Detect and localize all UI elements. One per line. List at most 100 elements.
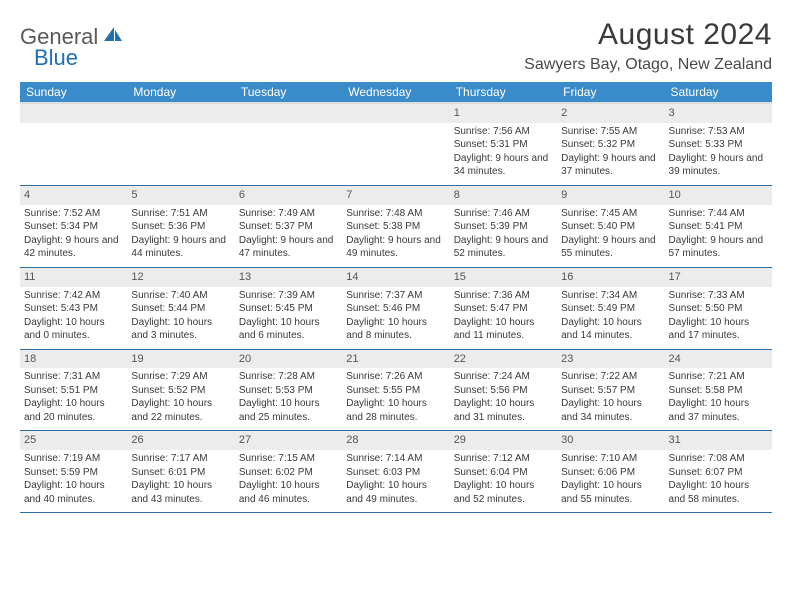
sunset-line: Sunset: 5:50 PM (669, 302, 768, 316)
sunrise-line: Sunrise: 7:24 AM (454, 370, 553, 384)
daylight-line: Daylight: 10 hours and 31 minutes. (454, 397, 553, 424)
day-number: 10 (665, 186, 772, 205)
sunset-line: Sunset: 6:03 PM (346, 466, 445, 480)
sunset-line: Sunset: 5:37 PM (239, 220, 338, 234)
calendar-cell: 18Sunrise: 7:31 AMSunset: 5:51 PMDayligh… (20, 349, 127, 431)
daylight-line: Daylight: 10 hours and 52 minutes. (454, 479, 553, 506)
day-number-empty (20, 104, 127, 123)
daylight-line: Daylight: 9 hours and 55 minutes. (561, 234, 660, 261)
day-number: 25 (20, 431, 127, 450)
weekday-header-row: SundayMondayTuesdayWednesdayThursdayFrid… (20, 82, 772, 103)
daylight-line: Daylight: 10 hours and 6 minutes. (239, 316, 338, 343)
weekday-header: Monday (127, 82, 234, 103)
weekday-header: Wednesday (342, 82, 449, 103)
sunset-line: Sunset: 5:39 PM (454, 220, 553, 234)
sunrise-line: Sunrise: 7:14 AM (346, 452, 445, 466)
day-number: 30 (557, 431, 664, 450)
day-number: 9 (557, 186, 664, 205)
calendar-cell: 27Sunrise: 7:15 AMSunset: 6:02 PMDayligh… (235, 431, 342, 513)
sunset-line: Sunset: 5:43 PM (24, 302, 123, 316)
daylight-line: Daylight: 10 hours and 28 minutes. (346, 397, 445, 424)
sunset-line: Sunset: 5:59 PM (24, 466, 123, 480)
calendar-cell: 2Sunrise: 7:55 AMSunset: 5:32 PMDaylight… (557, 103, 664, 185)
day-number: 17 (665, 268, 772, 287)
day-number: 16 (557, 268, 664, 287)
daylight-line: Daylight: 10 hours and 14 minutes. (561, 316, 660, 343)
daylight-line: Daylight: 10 hours and 25 minutes. (239, 397, 338, 424)
day-number: 26 (127, 431, 234, 450)
daylight-line: Daylight: 10 hours and 0 minutes. (24, 316, 123, 343)
sunset-line: Sunset: 5:52 PM (131, 384, 230, 398)
calendar-row: 25Sunrise: 7:19 AMSunset: 5:59 PMDayligh… (20, 431, 772, 513)
sunrise-line: Sunrise: 7:12 AM (454, 452, 553, 466)
daylight-line: Daylight: 10 hours and 34 minutes. (561, 397, 660, 424)
daylight-line: Daylight: 10 hours and 43 minutes. (131, 479, 230, 506)
calendar-cell: 13Sunrise: 7:39 AMSunset: 5:45 PMDayligh… (235, 267, 342, 349)
day-number: 3 (665, 104, 772, 123)
sunrise-line: Sunrise: 7:44 AM (669, 207, 768, 221)
sunset-line: Sunset: 5:58 PM (669, 384, 768, 398)
day-number: 12 (127, 268, 234, 287)
sunset-line: Sunset: 5:46 PM (346, 302, 445, 316)
daylight-line: Daylight: 9 hours and 44 minutes. (131, 234, 230, 261)
calendar-cell: 25Sunrise: 7:19 AMSunset: 5:59 PMDayligh… (20, 431, 127, 513)
calendar-cell: 8Sunrise: 7:46 AMSunset: 5:39 PMDaylight… (450, 185, 557, 267)
sunrise-line: Sunrise: 7:48 AM (346, 207, 445, 221)
sunset-line: Sunset: 5:51 PM (24, 384, 123, 398)
sunset-line: Sunset: 5:44 PM (131, 302, 230, 316)
sunrise-line: Sunrise: 7:45 AM (561, 207, 660, 221)
day-number: 14 (342, 268, 449, 287)
sunset-line: Sunset: 5:32 PM (561, 138, 660, 152)
sunrise-line: Sunrise: 7:15 AM (239, 452, 338, 466)
calendar-cell: 4Sunrise: 7:52 AMSunset: 5:34 PMDaylight… (20, 185, 127, 267)
day-number-empty (342, 104, 449, 123)
calendar-cell: 17Sunrise: 7:33 AMSunset: 5:50 PMDayligh… (665, 267, 772, 349)
day-number: 19 (127, 350, 234, 369)
calendar-cell: 7Sunrise: 7:48 AMSunset: 5:38 PMDaylight… (342, 185, 449, 267)
day-number: 5 (127, 186, 234, 205)
daylight-line: Daylight: 9 hours and 57 minutes. (669, 234, 768, 261)
sunrise-line: Sunrise: 7:36 AM (454, 289, 553, 303)
calendar-cell: 23Sunrise: 7:22 AMSunset: 5:57 PMDayligh… (557, 349, 664, 431)
sunrise-line: Sunrise: 7:49 AM (239, 207, 338, 221)
calendar-cell: 1Sunrise: 7:56 AMSunset: 5:31 PMDaylight… (450, 103, 557, 185)
sunset-line: Sunset: 6:06 PM (561, 466, 660, 480)
day-number-empty (235, 104, 342, 123)
calendar-row: 18Sunrise: 7:31 AMSunset: 5:51 PMDayligh… (20, 349, 772, 431)
sunrise-line: Sunrise: 7:53 AM (669, 125, 768, 139)
day-number: 27 (235, 431, 342, 450)
daylight-line: Daylight: 9 hours and 47 minutes. (239, 234, 338, 261)
calendar-cell: 31Sunrise: 7:08 AMSunset: 6:07 PMDayligh… (665, 431, 772, 513)
calendar-body: 1Sunrise: 7:56 AMSunset: 5:31 PMDaylight… (20, 103, 772, 513)
weekday-header: Tuesday (235, 82, 342, 103)
calendar-cell: 9Sunrise: 7:45 AMSunset: 5:40 PMDaylight… (557, 185, 664, 267)
sunrise-line: Sunrise: 7:17 AM (131, 452, 230, 466)
sunrise-line: Sunrise: 7:29 AM (131, 370, 230, 384)
day-number: 13 (235, 268, 342, 287)
sunrise-line: Sunrise: 7:51 AM (131, 207, 230, 221)
day-number: 7 (342, 186, 449, 205)
calendar-cell (127, 103, 234, 185)
daylight-line: Daylight: 10 hours and 22 minutes. (131, 397, 230, 424)
calendar-cell: 28Sunrise: 7:14 AMSunset: 6:03 PMDayligh… (342, 431, 449, 513)
sunrise-line: Sunrise: 7:52 AM (24, 207, 123, 221)
calendar-cell: 6Sunrise: 7:49 AMSunset: 5:37 PMDaylight… (235, 185, 342, 267)
sunset-line: Sunset: 5:53 PM (239, 384, 338, 398)
weekday-header: Saturday (665, 82, 772, 103)
calendar-cell: 22Sunrise: 7:24 AMSunset: 5:56 PMDayligh… (450, 349, 557, 431)
weekday-header: Sunday (20, 82, 127, 103)
daylight-line: Daylight: 9 hours and 42 minutes. (24, 234, 123, 261)
sunrise-line: Sunrise: 7:31 AM (24, 370, 123, 384)
sunrise-line: Sunrise: 7:22 AM (561, 370, 660, 384)
day-number: 24 (665, 350, 772, 369)
sunset-line: Sunset: 5:45 PM (239, 302, 338, 316)
calendar-cell: 30Sunrise: 7:10 AMSunset: 6:06 PMDayligh… (557, 431, 664, 513)
daylight-line: Daylight: 10 hours and 37 minutes. (669, 397, 768, 424)
daylight-line: Daylight: 10 hours and 55 minutes. (561, 479, 660, 506)
day-number-empty (127, 104, 234, 123)
day-number: 11 (20, 268, 127, 287)
daylight-line: Daylight: 9 hours and 34 minutes. (454, 152, 553, 179)
weekday-header: Friday (557, 82, 664, 103)
day-number: 2 (557, 104, 664, 123)
sunset-line: Sunset: 5:57 PM (561, 384, 660, 398)
